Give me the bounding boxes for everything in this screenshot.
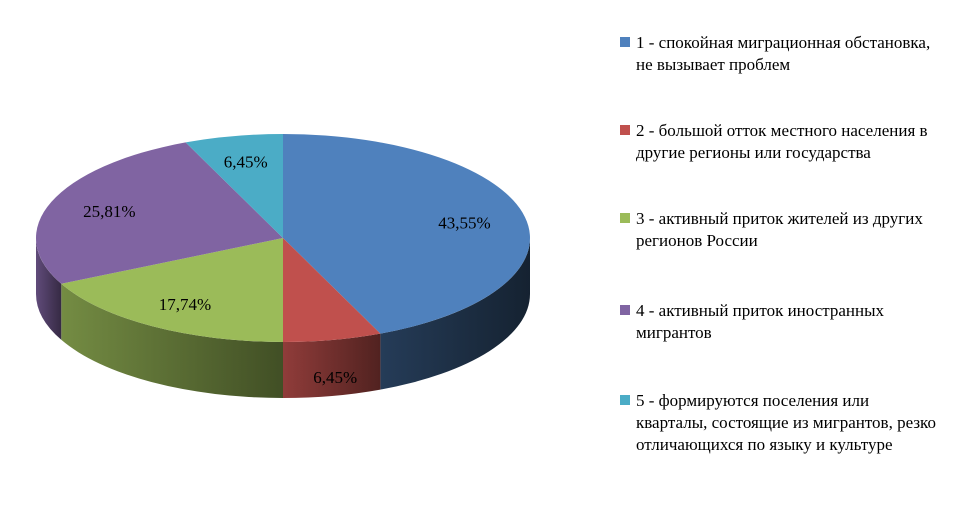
legend-label-4: 4 - активный приток иностранных мигранто… [636,301,885,342]
legend-swatch-3 [620,213,630,223]
data-label-5: 6,45% [224,153,268,172]
pie-side-2 [283,333,381,398]
legend-swatch-4 [620,305,630,315]
pie-slice-3 [61,238,283,342]
pie-side-walls [36,238,530,399]
pie-slice-4 [35,142,284,284]
legend-label-1: 1 - спокойная миграционная обстановка, н… [636,33,931,74]
legend-label-3: 3 - активный приток жителей из других ре… [636,209,923,250]
data-label-4: 25,81% [83,202,135,221]
legend-swatch-1 [620,37,630,47]
legend-swatch-2 [620,125,630,135]
legend-label-2: 2 - большой отток местного населения в д… [636,121,928,162]
pie-slice-2 [283,238,381,342]
pie-side-1 [380,238,530,390]
pie-side-4 [36,238,62,340]
data-label-3: 17,74% [159,295,211,314]
pie-data-labels: 43,55% 6,45% 17,74% 25,81% 6,45% [83,153,491,387]
legend-swatch-5 [620,395,630,405]
pie-top-slices [35,134,531,342]
legend-label-5: 5 - формируются поселения или кварталы, … [636,391,936,454]
data-label-1: 43,55% [438,213,490,232]
pie-slice-1 [283,134,531,334]
pie-slice-5 [185,134,283,238]
data-label-2: 6,45% [313,368,357,387]
pie-side-3 [61,283,283,399]
